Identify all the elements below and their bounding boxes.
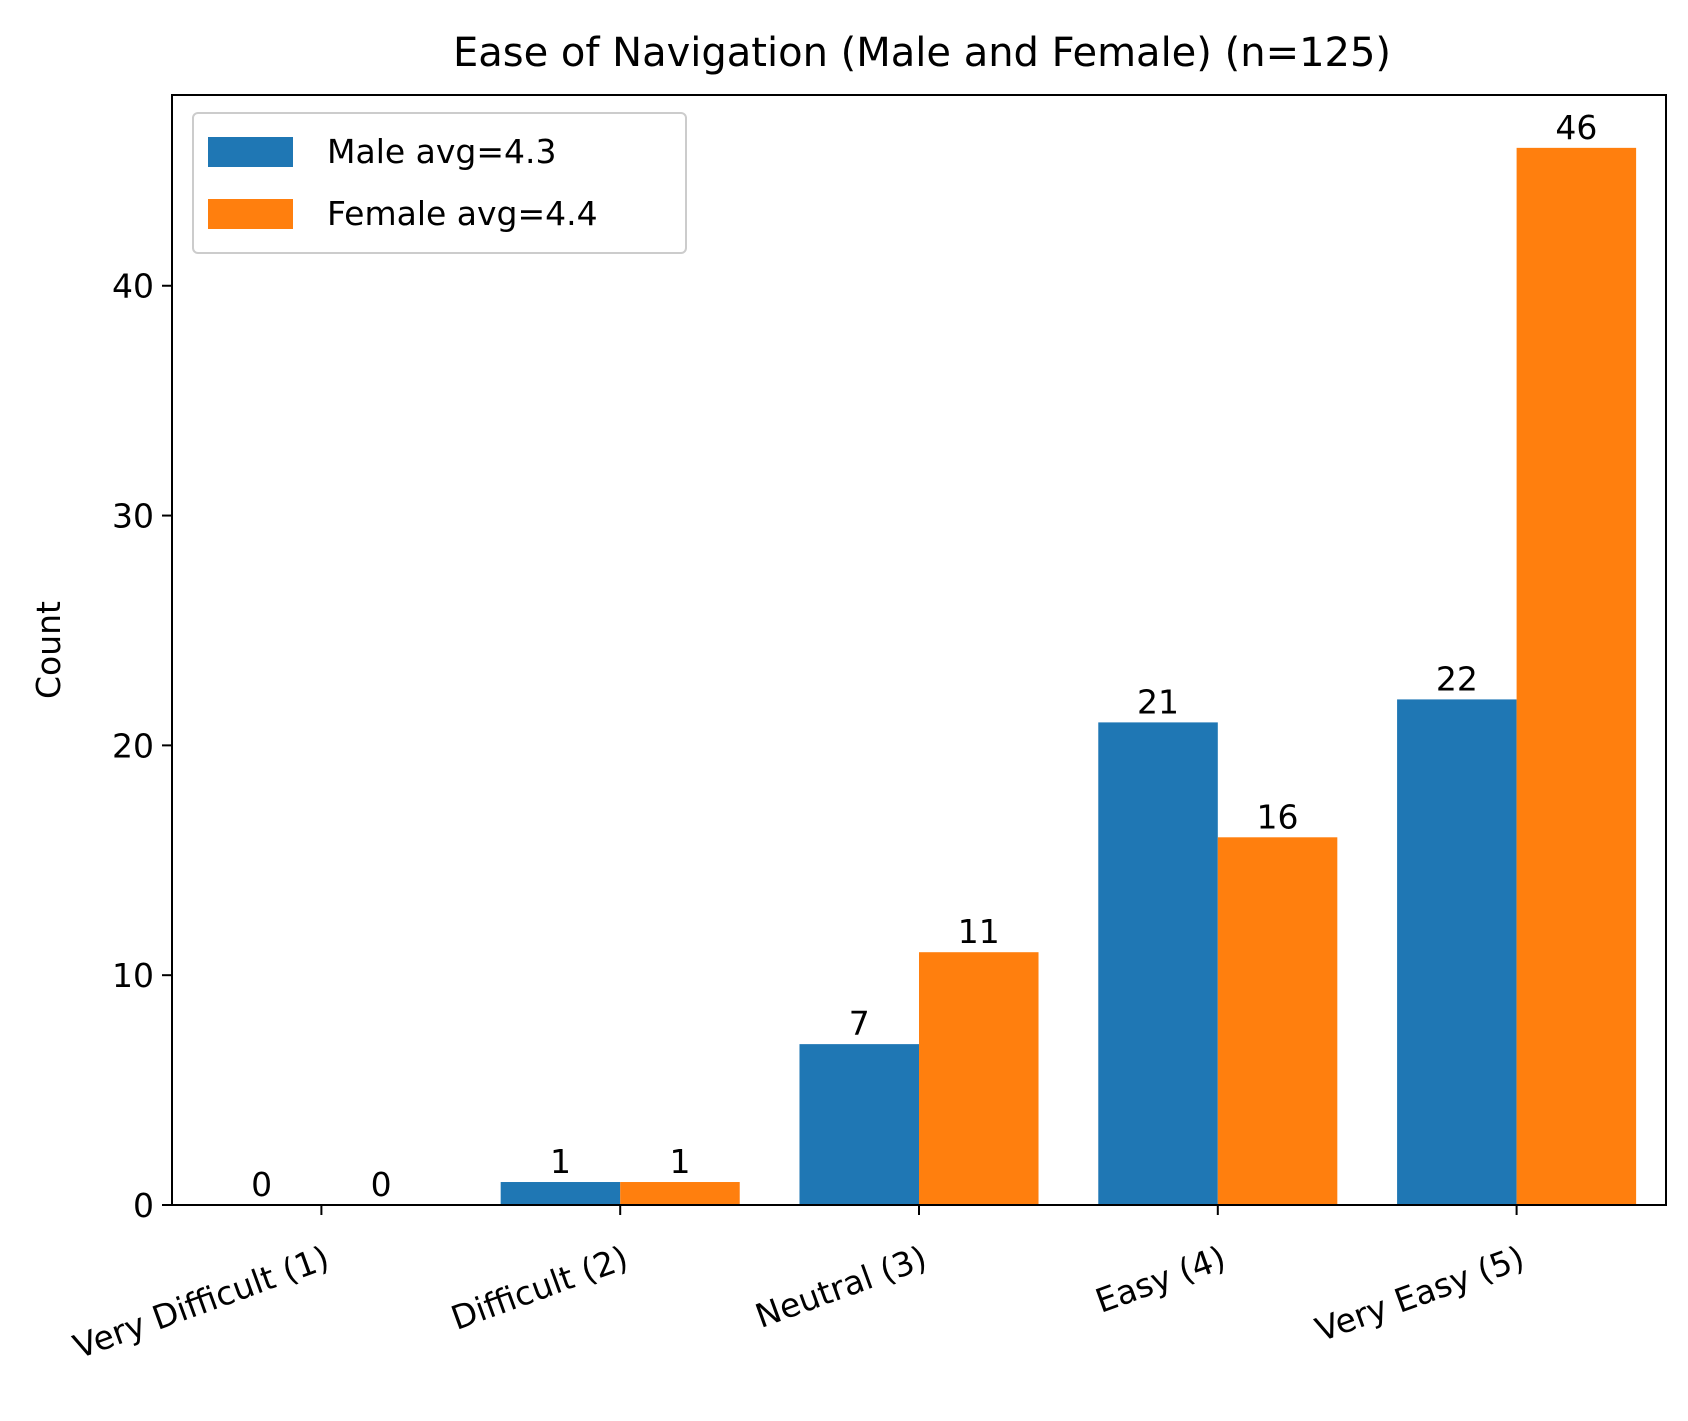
bar-value-label: 11 (958, 912, 1000, 951)
legend-label: Male avg=4.3 (327, 132, 557, 171)
legend-swatch (208, 137, 293, 167)
bar (500, 1182, 621, 1205)
y-tick-label: 10 (112, 956, 154, 995)
bar-value-label: 1 (669, 1142, 690, 1181)
y-tick-label: 20 (112, 726, 154, 765)
y-tick-label: 0 (133, 1186, 154, 1225)
bar (620, 1182, 740, 1205)
bar-value-label: 0 (251, 1165, 272, 1204)
legend-swatch (208, 199, 293, 229)
bar (1098, 722, 1218, 1205)
bar (1516, 147, 1637, 1205)
bar-value-label: 22 (1436, 659, 1478, 698)
bar-value-label: 16 (1257, 797, 1299, 836)
legend-box (192, 112, 687, 254)
bar (799, 1044, 919, 1205)
bar (1397, 699, 1517, 1205)
legend: Male avg=4.3 Female avg=4.4 (192, 112, 687, 254)
legend-label: Female avg=4.4 (327, 194, 598, 233)
bar-value-label: 46 (1555, 108, 1597, 147)
bar (919, 952, 1039, 1205)
bar-value-label: 21 (1137, 682, 1179, 721)
y-tick-label: 40 (112, 267, 154, 306)
y-axis-label: Count (29, 601, 68, 699)
bar-value-label: 0 (371, 1165, 392, 1204)
chart-title: Ease of Navigation (Male and Female) (n=… (453, 30, 1391, 76)
bar-value-label: 1 (550, 1142, 571, 1181)
bar (1217, 837, 1338, 1205)
y-tick-label: 30 (112, 497, 154, 536)
bar-value-label: 7 (849, 1004, 870, 1043)
